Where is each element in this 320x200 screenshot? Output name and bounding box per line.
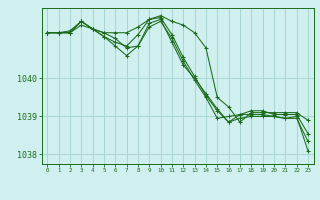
- Text: Graphe pression niveau de la mer (hPa): Graphe pression niveau de la mer (hPa): [58, 185, 262, 194]
